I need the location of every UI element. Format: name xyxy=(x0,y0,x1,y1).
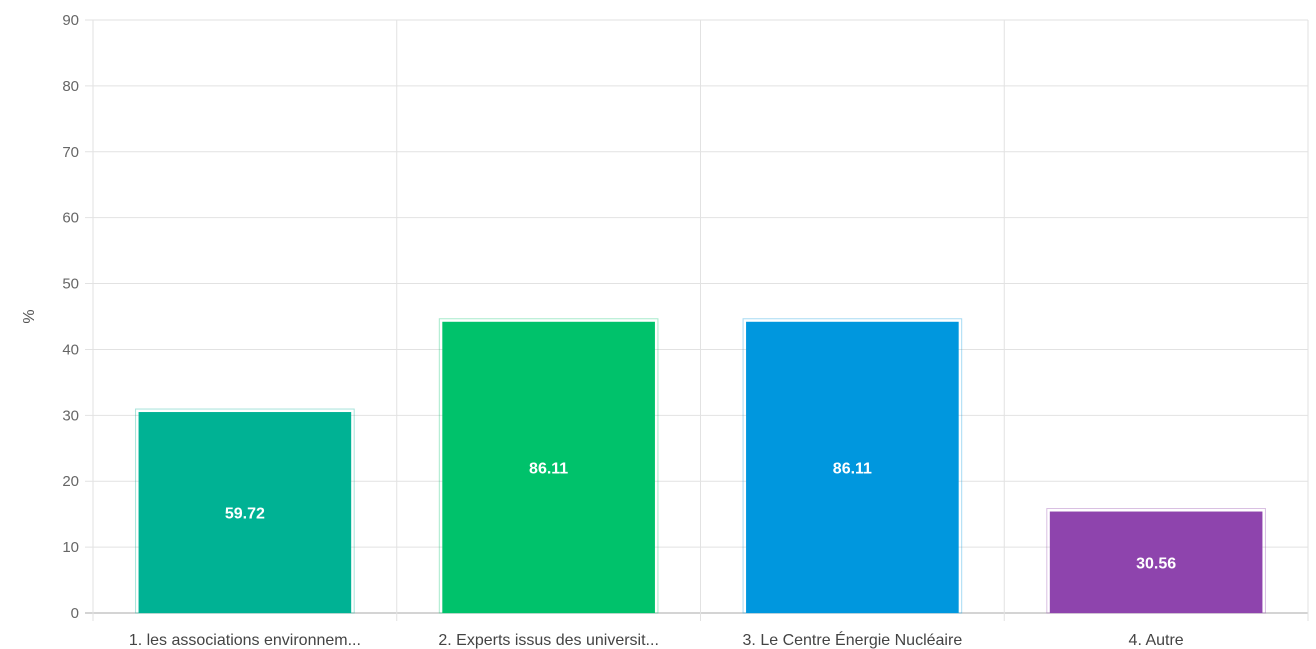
bar[interactable] xyxy=(138,412,352,613)
x-category-label: 3. Le Centre Énergie Nucléaire xyxy=(743,630,963,649)
bar[interactable] xyxy=(746,321,959,613)
y-tick-label: 0 xyxy=(71,605,79,622)
y-tick-label: 70 xyxy=(62,144,79,161)
y-tick-label: 60 xyxy=(62,210,79,227)
bar-data-label: 30.56 xyxy=(1136,555,1176,572)
labels: 0 10 20 30 40 50 60 70 80 90 59.72 1. les associati… xyxy=(62,12,1183,649)
y-tick-label: 40 xyxy=(62,341,79,358)
x-category-label: 1. les associations environnem... xyxy=(129,632,361,649)
bars xyxy=(135,318,1266,614)
y-tick-label: 10 xyxy=(62,539,79,556)
y-tick-label: 30 xyxy=(62,407,79,424)
bar[interactable] xyxy=(442,321,655,613)
y-tick-label: 90 xyxy=(62,12,79,29)
y-tick-label: 50 xyxy=(62,276,79,293)
bar-data-label: 86.11 xyxy=(833,460,872,477)
y-tick-label: 20 xyxy=(62,473,79,490)
y-axis-title: % xyxy=(21,309,38,323)
x-category-label: 4. Autre xyxy=(1129,632,1184,649)
y-tick-label: 80 xyxy=(62,78,79,95)
x-category-label: 2. Experts issus des universit... xyxy=(438,632,659,649)
bar[interactable] xyxy=(1049,511,1263,613)
bar-data-label: 86.11 xyxy=(529,460,568,477)
bar-data-label: 59.72 xyxy=(225,506,265,523)
